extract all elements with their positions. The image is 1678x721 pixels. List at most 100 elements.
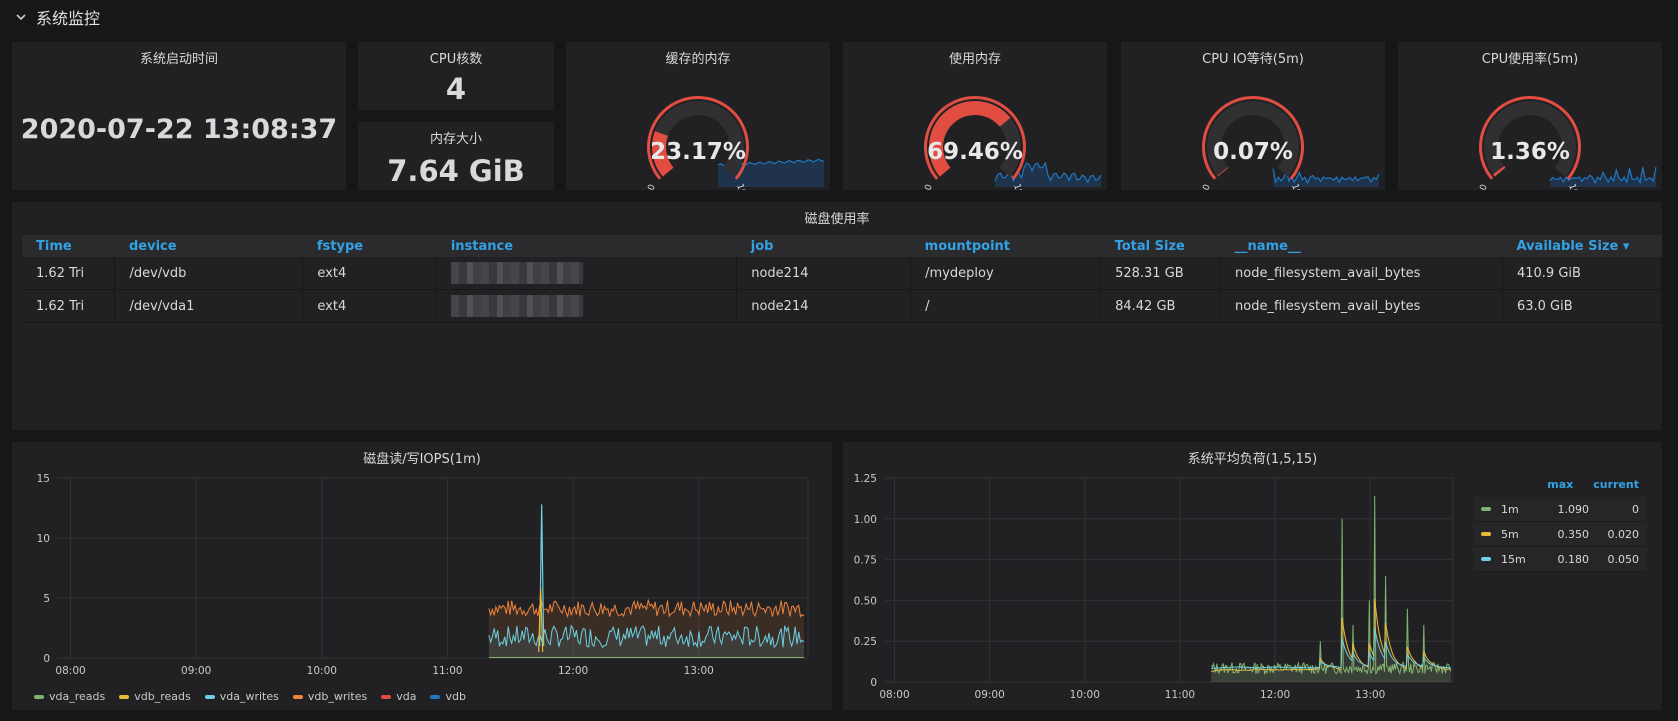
table-cell: /dev/vda1 <box>114 289 304 323</box>
legend-max: 0.350 <box>1557 527 1590 541</box>
row-header[interactable]: 系统监控 <box>14 4 100 30</box>
load-avg-panel[interactable]: 系统平均负荷(1,5,15) 0 0.25 0.50 0.75 1.00 1.25 08:0… <box>843 442 1662 710</box>
gauge-chart: 0 100 <box>647 96 825 190</box>
legend-label: vda_writes <box>219 690 279 703</box>
y-tick-label: 0.50 <box>854 595 877 607</box>
x-tick-label: 10:00 <box>307 665 337 677</box>
mem-size-value: 7.64 GiB <box>387 154 525 188</box>
disk-iops-panel[interactable]: 磁盘读/写IOPS(1m) 0 5 10 15 08:00 09:00 10:00 11:00… <box>12 442 832 710</box>
legend-label: 15m <box>1501 552 1526 566</box>
vda-writes-area <box>488 625 804 658</box>
table-cell <box>436 289 738 323</box>
redacted-instance <box>451 295 584 317</box>
vdb-reads-spike <box>538 588 544 653</box>
gauge-panel-cached-mem[interactable]: 缓存的内存 0 100 23.17% <box>566 42 830 190</box>
chevron-down-icon[interactable] <box>14 10 28 24</box>
table-cell: 63.0 GiB <box>1502 289 1663 323</box>
x-tick-label: 09:00 <box>181 665 211 677</box>
uptime-value: 2020-07-22 13:08:37 <box>20 114 338 145</box>
disk-iops-chart[interactable]: 0 5 10 15 08:00 09:00 10:00 11:00 12:00 13:00 <box>12 442 832 710</box>
table-row: 1.62 Tri/dev/vdb ext4 node214/mydeploy 528.… <box>22 257 1663 290</box>
disk-usage-table: Time device fstype instance job mountpoint Tot… <box>22 235 1663 323</box>
mem-size-panel[interactable]: 内存大小 7.64 GiB <box>358 122 554 190</box>
legend-item-vda-reads[interactable]: vda_reads <box>34 690 105 703</box>
gauge-panel-used-mem[interactable]: 使用内存 0 100 69.46% <box>843 42 1107 190</box>
gauge-chart: 0 100 <box>1202 96 1380 190</box>
x-tick-label: 08:00 <box>879 689 909 701</box>
column-header-time[interactable]: Time <box>22 235 115 257</box>
gauge-max-label: 100 <box>734 183 749 190</box>
table-row: 1.62 Tri/dev/vda1 ext4 node214/84.42 GB nod… <box>22 289 1663 323</box>
legend-row-15m[interactable]: 15m 0.180 0.050 <box>1473 547 1647 572</box>
column-header-instance[interactable]: instance <box>436 235 737 257</box>
load-area <box>1211 496 1451 682</box>
gauge-min-label: 0 <box>1202 183 1213 190</box>
row-title: 系统监控 <box>36 9 101 28</box>
column-header-job[interactable]: job <box>736 235 911 257</box>
gauge-value-arc <box>929 100 1011 177</box>
uptime-panel[interactable]: 系统启动时间 2020-07-22 13:08:37 <box>12 42 346 190</box>
legend-header-max[interactable]: max <box>1547 478 1574 491</box>
table-cell: 84.42 GB <box>1100 289 1222 323</box>
legend-label: vda_reads <box>49 690 106 703</box>
gauge-value: 23.17% <box>650 139 746 165</box>
iops-legend: vda_reads vdb_reads vda_writes vdb_writes vd… <box>34 690 466 703</box>
y-tick-label: 10 <box>37 533 50 545</box>
column-header-fstype[interactable]: fstype <box>302 235 437 257</box>
legend-item-vdb[interactable]: vdb <box>430 690 466 703</box>
legend-max: 1.090 <box>1557 502 1590 516</box>
gauge-panel-cpu-usage[interactable]: CPU使用率(5m) 0 100 1.36% <box>1398 42 1662 190</box>
legend-current: 0.020 <box>1607 527 1640 541</box>
y-tick-label: 5 <box>43 593 50 605</box>
load-line-15m <box>1211 627 1451 670</box>
table-cell: node_filesystem_avail_bytes <box>1220 257 1503 290</box>
gauge-track <box>1484 101 1576 177</box>
y-tick-label: 1.25 <box>854 473 877 485</box>
legend-label: 5m <box>1501 527 1519 541</box>
load-avg-chart[interactable]: 0 0.25 0.50 0.75 1.00 1.25 08:00 09:00 10:00 11:0… <box>843 442 1463 710</box>
y-tick-label: 0 <box>43 653 50 665</box>
legend-item-vdb-writes[interactable]: vdb_writes <box>292 690 368 703</box>
cpu-cores-panel[interactable]: CPU核数 4 <box>358 42 554 110</box>
vdb-writes-area <box>488 600 804 658</box>
cpu-cores-value: 4 <box>445 72 467 106</box>
sparkline-area <box>1550 167 1656 187</box>
gauge-track <box>652 101 744 177</box>
legend-swatch <box>1481 557 1491 561</box>
y-tick-label: 0.25 <box>854 636 877 648</box>
legend-item-vda[interactable]: vda <box>381 690 416 703</box>
legend-label: vda <box>396 690 417 703</box>
legend-max: 0.180 <box>1557 552 1590 566</box>
panel-title: CPU IO等待(5m) <box>1202 52 1304 67</box>
load-line-1m <box>1210 495 1452 676</box>
table-cell: node214 <box>736 257 912 290</box>
legend-swatch <box>292 695 303 699</box>
legend-label: vdb <box>445 690 466 703</box>
legend-label: 1m <box>1501 502 1519 516</box>
gauge-max-label: 100 <box>1289 183 1304 190</box>
panel-title: 磁盘使用率 <box>804 212 870 227</box>
column-header-availablesize[interactable]: Available Size ▾ <box>1502 235 1662 257</box>
x-tick-label: 10:00 <box>1070 689 1100 701</box>
legend-label: vdb_writes <box>307 690 368 703</box>
table-cell: /mydeploy <box>910 257 1102 290</box>
column-header-name[interactable]: __name__ <box>1220 235 1503 257</box>
table-cell: 1.62 Tri <box>22 257 116 290</box>
legend-row-1m[interactable]: 1m 1.090 0 <box>1473 497 1647 522</box>
legend-item-vdb-reads[interactable]: vdb_reads <box>119 690 191 703</box>
column-header-device[interactable]: device <box>114 235 303 257</box>
panel-title: 使用内存 <box>948 52 1001 67</box>
gauge-panel-cpu-iowait[interactable]: CPU IO等待(5m) 0 100 0.07% <box>1121 42 1385 190</box>
gauge-value: 69.46% <box>927 139 1023 165</box>
legend-header-current[interactable]: current <box>1593 478 1639 491</box>
column-header-mountpoint[interactable]: mountpoint <box>910 235 1101 257</box>
disk-usage-panel[interactable]: 磁盘使用率 Time device fstype instance job mountpo… <box>12 202 1663 430</box>
panel-title: 系统平均负荷(1,5,15) <box>1187 452 1318 467</box>
legend-row-5m[interactable]: 5m 0.350 0.020 <box>1473 522 1647 547</box>
legend-item-vda-writes[interactable]: vda_writes <box>204 690 279 703</box>
gauge-min-label: 0 <box>924 183 935 190</box>
legend-label: vdb_reads <box>134 690 191 703</box>
redacted-instance <box>451 262 584 284</box>
column-header-totalsize[interactable]: Total Size <box>1100 235 1221 257</box>
legend-swatch <box>1481 507 1491 511</box>
